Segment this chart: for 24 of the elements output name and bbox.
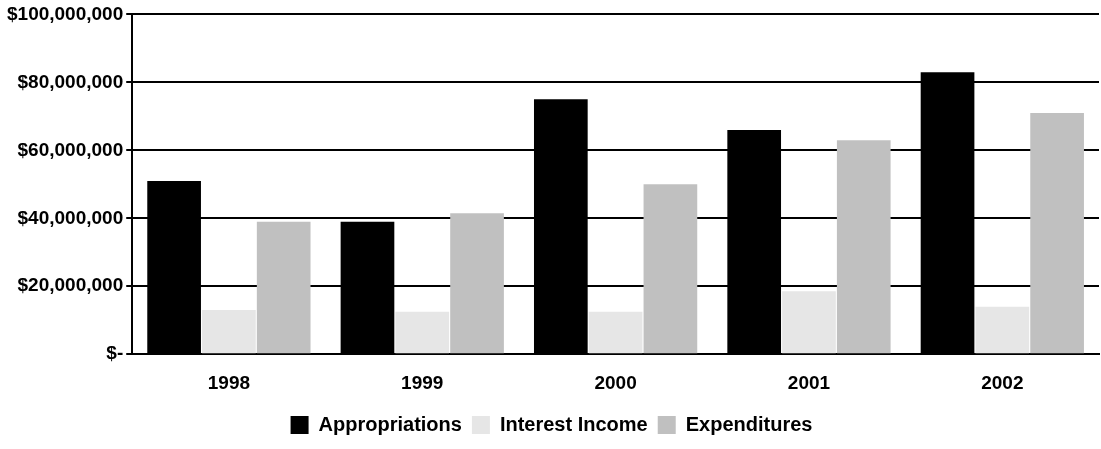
y-tick-label: $80,000,000 [17,70,124,92]
x-tick-label: 1998 [207,371,251,393]
y-tick-label: $40,000,000 [17,206,124,228]
x-tick-label: 2001 [787,371,831,393]
bar [836,140,891,354]
y-tick-label: $100,000,000 [6,2,124,24]
x-tick-label: 1999 [401,371,444,393]
y-tick-label: $- [106,342,124,364]
bar [782,291,836,354]
bar [450,213,504,354]
y-tick-label: $60,000,000 [17,138,124,160]
x-tick-label: 2000 [594,371,637,393]
y-tick-label: $20,000,000 [17,274,124,296]
bar [395,311,450,354]
bar [202,310,256,354]
legend-label: Expenditures [685,412,813,435]
bar [975,306,1030,354]
legend-label: Appropriations [318,412,462,435]
bar [588,311,643,354]
bar [1030,112,1084,354]
bar [256,221,311,354]
x-tick-label: 2002 [981,371,1024,393]
legend-label: Interest Income [499,412,648,435]
bar [643,184,698,354]
